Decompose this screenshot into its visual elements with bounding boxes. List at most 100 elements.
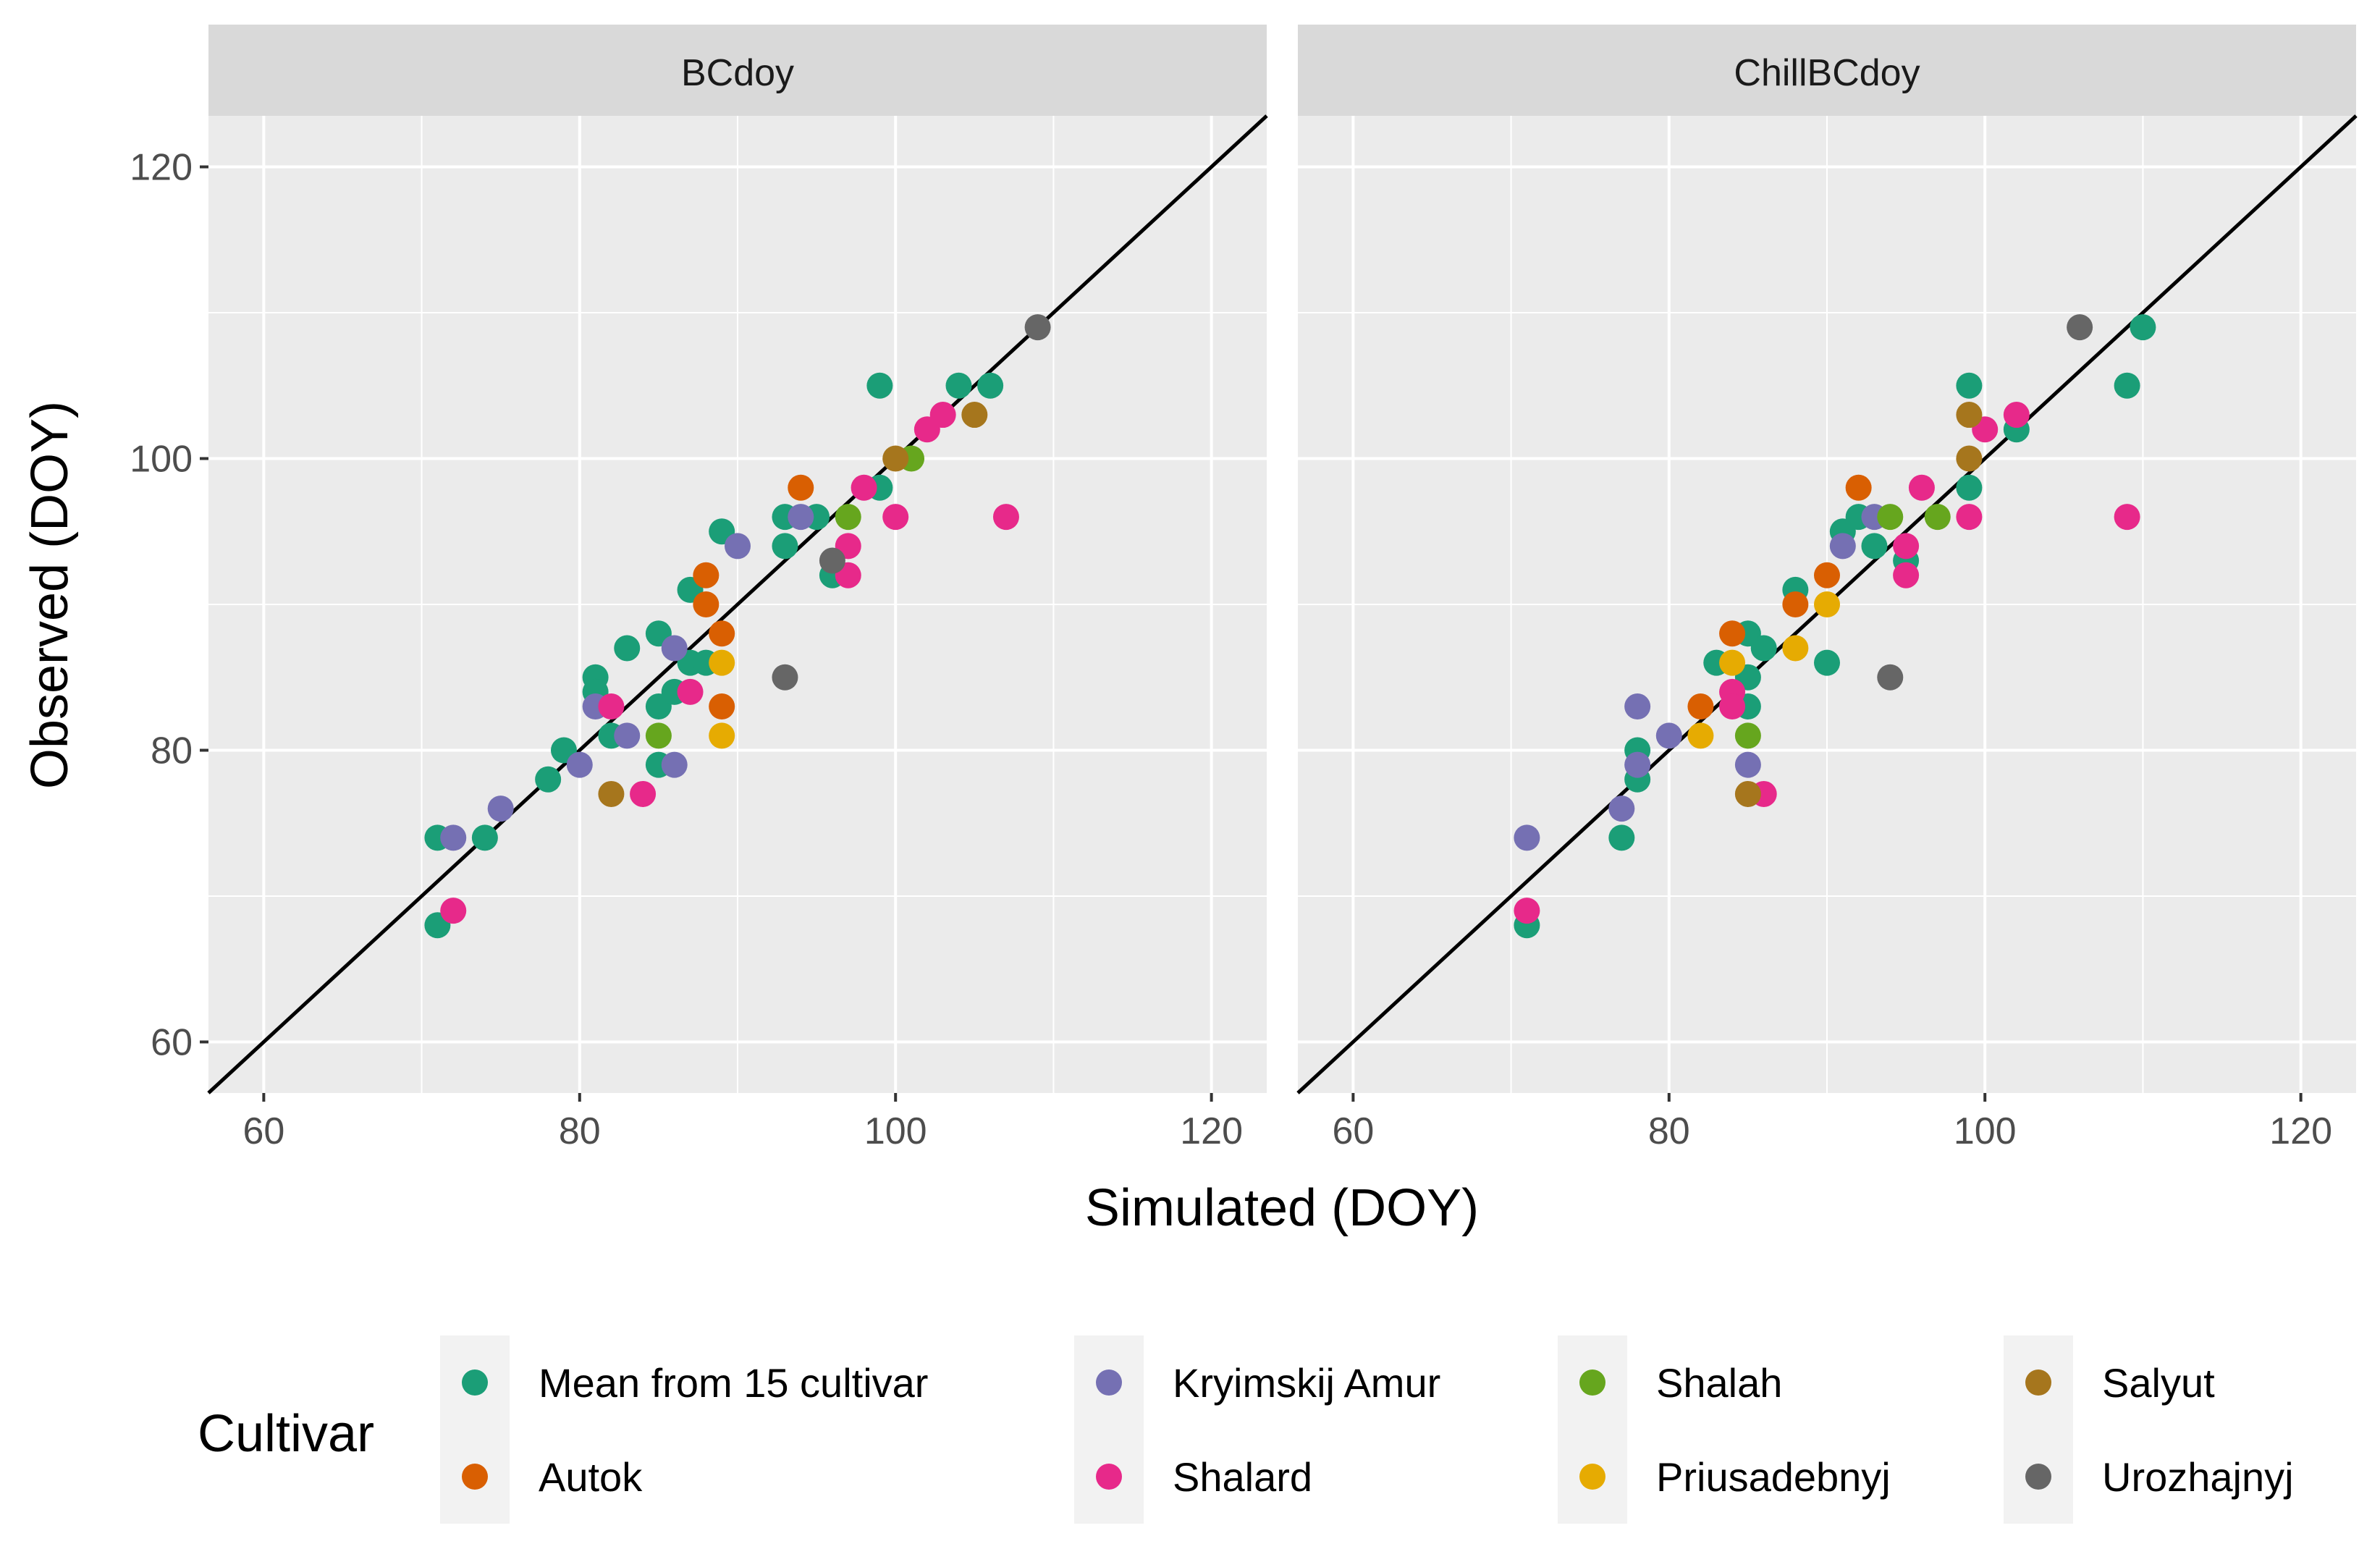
- x-axis-ticks: 60 80 100 120: [242, 1093, 1243, 1152]
- data-point: [1845, 474, 1872, 501]
- data-point: [1893, 533, 1920, 560]
- data-point: [440, 898, 467, 924]
- data-point: [614, 722, 641, 749]
- data-point: [1814, 649, 1840, 676]
- data-point: [440, 824, 467, 851]
- legend-key-urozhajnyj: [2025, 1464, 2051, 1490]
- x-tick-label: 80: [1648, 1110, 1690, 1152]
- facet-panel-bcdoy: BCdoy 60 80 100 120 60 80 100 120: [130, 25, 1268, 1152]
- facet-strip: [1298, 25, 2356, 116]
- data-point: [1956, 445, 1983, 472]
- data-point: [945, 372, 972, 399]
- data-point: [1608, 795, 1635, 822]
- y-axis-ticks: 60 80 100 120: [130, 147, 208, 1063]
- data-point: [1782, 591, 1809, 617]
- data-point: [598, 693, 625, 720]
- data-point: [1877, 504, 1904, 531]
- data-point: [645, 722, 672, 749]
- data-point: [882, 504, 909, 531]
- data-point: [2130, 314, 2156, 341]
- legend-key-shalah: [1579, 1369, 1605, 1396]
- data-point: [1608, 824, 1635, 851]
- data-point: [1734, 751, 1761, 778]
- data-point: [866, 372, 893, 399]
- data-point: [661, 635, 688, 662]
- facet-title: BCdoy: [681, 52, 794, 94]
- facet-strip: [208, 25, 1267, 116]
- x-tick-label: 120: [2269, 1110, 2332, 1152]
- legend-key-salyut: [2025, 1369, 2051, 1396]
- data-point: [1624, 751, 1651, 778]
- data-point: [788, 504, 814, 531]
- legend: Mean from 15 cultivar Autok Kryimskij Amur…: [440, 1335, 2294, 1524]
- data-point: [1877, 664, 1904, 691]
- data-point: [487, 795, 514, 822]
- data-point: [1814, 591, 1840, 617]
- legend-label: Priusadebnyj: [1656, 1454, 1891, 1500]
- data-point: [1655, 722, 1682, 749]
- minor-grid: [1298, 116, 2356, 1093]
- major-grid: [208, 116, 1267, 1093]
- data-point: [772, 533, 798, 560]
- y-tick-label: 60: [151, 1021, 193, 1063]
- data-point: [725, 533, 751, 560]
- data-point: [1719, 620, 1746, 647]
- data-point: [851, 474, 877, 501]
- legend-label: Mean from 15 cultivar: [539, 1360, 928, 1406]
- data-point: [1814, 562, 1840, 588]
- data-point: [1734, 722, 1761, 749]
- legend-key-priusadebnyj: [1579, 1464, 1605, 1490]
- data-point: [1893, 562, 1920, 588]
- data-point: [614, 635, 641, 662]
- x-axis-ticks: 60 80 100 120: [1332, 1093, 2332, 1152]
- data-point: [1719, 649, 1746, 676]
- data-point: [709, 693, 735, 720]
- x-tick-label: 100: [864, 1110, 927, 1152]
- data-point: [598, 780, 625, 807]
- data-point: [630, 780, 657, 807]
- data-point: [1687, 693, 1714, 720]
- legend-label: Autok: [539, 1454, 643, 1500]
- data-point: [1514, 824, 1540, 851]
- data-point: [661, 751, 688, 778]
- data-point: [471, 824, 498, 851]
- data-point: [992, 504, 1019, 531]
- y-tick-label: 100: [130, 439, 193, 481]
- data-point: [693, 562, 720, 588]
- data-point: [1908, 474, 1935, 501]
- data-point: [1924, 504, 1951, 531]
- data-point: [882, 445, 909, 472]
- y-axis-title: Observed (DOY): [21, 401, 79, 789]
- data-point: [819, 547, 845, 574]
- x-tick-label: 80: [559, 1110, 601, 1152]
- legend-title: Cultivar: [198, 1405, 374, 1463]
- data-point: [1750, 635, 1777, 662]
- data-point: [929, 402, 956, 429]
- data-point: [1782, 635, 1809, 662]
- data-point: [772, 664, 798, 691]
- data-points: [424, 314, 1051, 939]
- y-tick-label: 120: [130, 147, 193, 189]
- data-point: [1956, 372, 1983, 399]
- data-point: [977, 372, 1004, 399]
- identity-line: [207, 114, 1268, 1094]
- data-point: [1861, 533, 1888, 560]
- legend-key-shalard: [1096, 1464, 1122, 1490]
- x-tick-label: 60: [1332, 1110, 1374, 1152]
- data-point: [1956, 474, 1983, 501]
- data-point: [709, 649, 735, 676]
- data-point: [1956, 504, 1983, 531]
- x-tick-label: 60: [242, 1110, 284, 1152]
- legend-label: Kryimskij Amur: [1173, 1360, 1440, 1406]
- data-point: [693, 591, 720, 617]
- facet-panel-chillbcdoy: ChillBCdoy 60 80 100 120: [1296, 25, 2358, 1152]
- data-point: [1687, 722, 1714, 749]
- legend-key-autok: [462, 1464, 488, 1490]
- legend-key-kryimskij-amur: [1096, 1369, 1122, 1396]
- data-point: [788, 474, 814, 501]
- legend-label: Urozhajnyj: [2102, 1454, 2294, 1500]
- x-tick-label: 120: [1180, 1110, 1243, 1152]
- x-tick-label: 100: [1954, 1110, 2017, 1152]
- major-grid: [1298, 116, 2356, 1093]
